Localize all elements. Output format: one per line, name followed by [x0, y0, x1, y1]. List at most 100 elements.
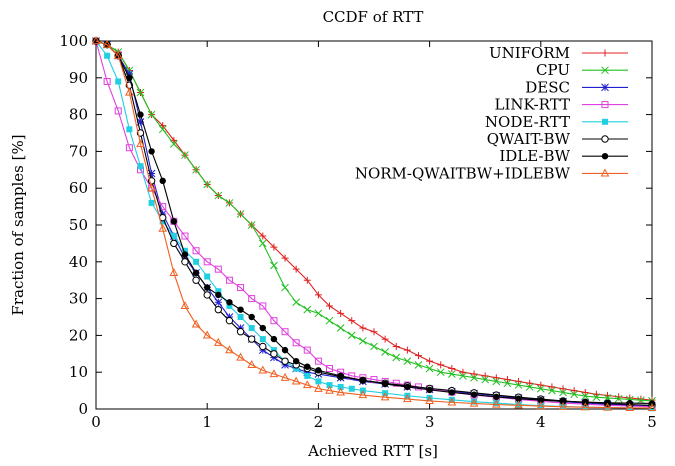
point-marker: [447, 397, 457, 406]
point-marker: [470, 391, 478, 398]
point-marker: [147, 110, 156, 119]
point-marker: [314, 309, 323, 318]
point-marker: [214, 298, 223, 307]
point-marker: [601, 66, 609, 75]
point-marker: [147, 183, 156, 192]
point-marker: [647, 403, 657, 411]
point-marker: [236, 352, 245, 361]
legend-label: QWAIT-BW: [487, 130, 571, 148]
series-line: [95, 40, 653, 405]
point-marker: [548, 383, 556, 391]
point-marker: [600, 168, 610, 177]
legend-label: UNIFORM: [489, 44, 570, 62]
point-marker: [125, 144, 133, 152]
point-marker: [204, 273, 211, 280]
point-marker: [126, 74, 133, 82]
point-marker: [614, 394, 623, 403]
point-marker: [481, 372, 489, 380]
point-marker: [436, 368, 445, 377]
point-marker: [437, 361, 445, 369]
point-marker: [326, 382, 333, 389]
point-marker: [203, 258, 211, 266]
point-marker: [637, 395, 645, 403]
point-marker: [392, 342, 400, 350]
point-marker: [202, 330, 212, 339]
point-marker: [291, 376, 301, 385]
legend-label: NODE-RTT: [485, 113, 570, 131]
point-marker: [491, 399, 501, 408]
point-marker: [214, 265, 222, 273]
y-tick-label: 80: [69, 106, 88, 124]
point-marker: [203, 180, 212, 189]
point-marker: [314, 291, 322, 299]
point-marker: [114, 107, 122, 115]
point-marker: [270, 317, 278, 325]
point-marker: [603, 394, 612, 402]
series-node-rtt: [93, 38, 655, 412]
series-line: [95, 40, 652, 409]
point-marker: [192, 165, 200, 174]
point-marker: [303, 346, 311, 354]
point-marker: [137, 111, 144, 118]
point-marker: [358, 390, 368, 399]
point-marker: [471, 398, 478, 405]
point-marker: [414, 360, 423, 369]
point-marker: [226, 299, 233, 306]
point-marker: [247, 359, 257, 368]
point-marker: [204, 284, 211, 291]
point-marker: [125, 87, 134, 96]
point-marker: [392, 353, 401, 362]
point-marker: [136, 139, 145, 148]
legend-label: IDLE-BW: [499, 147, 570, 165]
point-marker: [493, 393, 500, 401]
legend-item: LINK-RTT: [494, 96, 628, 114]
point-marker: [336, 324, 345, 332]
point-marker: [515, 395, 522, 402]
point-marker: [404, 383, 411, 391]
point-marker: [126, 126, 133, 133]
point-marker: [403, 346, 411, 354]
point-marker: [236, 328, 245, 336]
legend-label: NORM-QWAITBW+IDLEBW: [355, 164, 571, 182]
point-marker: [170, 233, 177, 240]
point-marker: [481, 375, 490, 384]
point-marker: [91, 36, 101, 45]
series-line: [95, 40, 653, 407]
point-marker: [137, 163, 144, 170]
y-tick-label: 60: [69, 179, 88, 197]
point-marker: [180, 301, 190, 310]
point-marker: [448, 365, 456, 373]
y-axis-label: Fraction of samples [%]: [9, 134, 27, 315]
point-marker: [159, 177, 166, 185]
point-marker: [414, 352, 422, 360]
point-marker: [370, 342, 378, 351]
data-series: [91, 36, 657, 412]
point-marker: [537, 396, 544, 404]
chart-title: CCDF of RTT: [323, 8, 424, 26]
point-marker: [248, 325, 255, 332]
point-marker: [448, 389, 456, 396]
point-marker: [337, 383, 344, 390]
series-idle-bw: [92, 37, 656, 407]
point-marker: [637, 396, 645, 405]
point-marker: [193, 258, 200, 265]
point-marker: [470, 373, 478, 382]
y-tick-label: 70: [69, 142, 88, 160]
point-marker: [336, 387, 345, 396]
point-marker: [503, 379, 512, 388]
point-marker: [248, 313, 255, 321]
point-marker: [136, 118, 145, 126]
point-marker: [525, 383, 534, 391]
point-marker: [515, 377, 523, 385]
point-marker: [447, 370, 456, 378]
point-marker: [426, 386, 433, 394]
point-marker: [225, 316, 234, 325]
point-marker: [526, 379, 534, 387]
y-tick-label: 100: [59, 32, 88, 50]
x-tick-label: 2: [314, 413, 324, 431]
point-marker: [503, 376, 511, 384]
point-marker: [181, 251, 189, 258]
point-marker: [259, 336, 266, 343]
point-marker: [359, 377, 367, 384]
